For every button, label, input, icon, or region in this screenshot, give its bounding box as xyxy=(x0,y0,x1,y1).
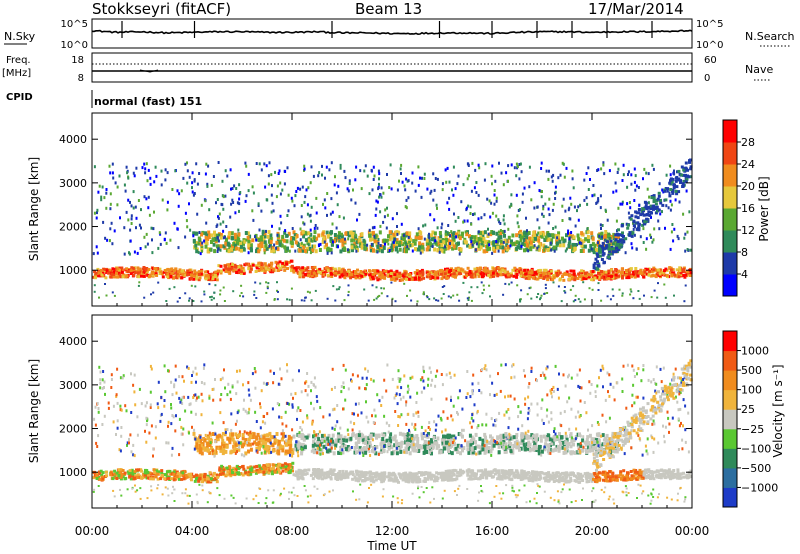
cpid-panel: CPID normal (fast) 151 xyxy=(6,90,202,108)
x-tick-label-1: 04:00 xyxy=(175,524,210,538)
x-tick-label-3: 12:00 xyxy=(375,524,410,538)
freq-tick-top: 18 xyxy=(71,55,84,66)
date-title: 17/Mar/2014 xyxy=(588,0,684,18)
y-tick-label-0: 1000 xyxy=(59,264,87,277)
y-tick-label-3: 4000 xyxy=(59,335,87,348)
x-tick-label-5: 20:00 xyxy=(575,524,610,538)
colorbar-swatch-0 xyxy=(723,274,737,297)
velocity-colorbar: 1000 500 100 25 −25 −100 −500 −1000 xyxy=(722,330,778,508)
colorbar-swatch-5 xyxy=(723,389,737,410)
colorbar-swatch-7 xyxy=(723,350,737,371)
x-tick-label-2: 08:00 xyxy=(275,524,310,538)
freq-panel-frame xyxy=(91,52,693,83)
beam-title: Beam 13 xyxy=(355,0,422,18)
y-tick-label-3: 4000 xyxy=(59,133,87,146)
nave-tick-bottom: 0 xyxy=(704,73,710,84)
nsearch-tick-bottom: 10^0 xyxy=(696,40,723,51)
time-axis: 00:00 04:00 08:00 12:00 16:00 20:00 00:00 xyxy=(75,113,710,538)
velocity-panel: 1000 2000 3000 4000 Slant Range [km] 1000 50… xyxy=(27,314,785,509)
frequency-panel: Freq. [MHz] 18 8 60 0 Nave xyxy=(2,52,773,84)
colorbar-swatch-6 xyxy=(723,142,737,165)
nsky-line xyxy=(91,29,693,36)
colorbar-tick-3: 25 xyxy=(741,403,755,416)
colorbar-swatch-3 xyxy=(723,208,737,231)
velocity-colorbar-label: Velocity [m s⁻¹] xyxy=(771,364,785,457)
colorbar-swatch-4 xyxy=(723,186,737,209)
x-tick-label-0: 00:00 xyxy=(75,524,110,538)
colorbar-swatch-5 xyxy=(723,164,737,187)
y-tick-label-1: 2000 xyxy=(59,221,87,234)
nsky-label: N.Sky xyxy=(4,30,36,43)
colorbar-tick-2: 12 xyxy=(741,224,755,237)
power-panel: 1000 2000 3000 4000 Slant Range [km] 4 8 12 16… xyxy=(27,112,771,307)
power-colorbar: 4 8 12 16 20 24 28 xyxy=(722,119,755,297)
y-tick-label-1: 2000 xyxy=(59,423,87,436)
noise-panel: N.Sky 10^5 10^0 10^5 10^0 N.Search xyxy=(4,18,795,51)
colorbar-tick-6: 28 xyxy=(741,136,755,149)
velocity-y-axis: 1000 2000 3000 4000 xyxy=(59,335,692,479)
freq-label: Freq. xyxy=(6,55,31,66)
power-heatmap xyxy=(92,158,693,303)
colorbar-swatch-1 xyxy=(723,467,737,488)
colorbar-swatch-2 xyxy=(723,448,737,469)
y-tick-label-2: 3000 xyxy=(59,379,87,392)
time-axis-label: Time UT xyxy=(366,539,417,553)
colorbar-swatch-6 xyxy=(723,370,737,391)
colorbar-tick-4: −25 xyxy=(741,423,764,436)
colorbar-swatch-1 xyxy=(723,252,737,275)
nsearch-tick-top: 10^5 xyxy=(696,19,723,30)
colorbar-tick-5: −100 xyxy=(741,442,771,455)
colorbar-tick-0: 1000 xyxy=(741,345,769,358)
nsky-series xyxy=(91,21,693,38)
colorbar-tick-2: 100 xyxy=(741,384,762,397)
nave-tick-top: 60 xyxy=(704,55,717,66)
freq-unit-label: [MHz] xyxy=(2,68,31,79)
velocity-ylabel: Slant Range [km] xyxy=(27,359,41,463)
power-colorbar-label: Power [dB] xyxy=(757,176,771,241)
colorbar-tick-4: 20 xyxy=(741,180,755,193)
cpid-label: CPID xyxy=(6,92,33,103)
velocity-heatmap xyxy=(92,359,693,505)
x-tick-label-4: 16:00 xyxy=(475,524,510,538)
nave-label: Nave xyxy=(745,63,773,76)
colorbar-tick-1: 8 xyxy=(741,246,748,259)
colorbar-swatch-7 xyxy=(723,120,737,143)
colorbar-swatch-0 xyxy=(723,487,737,508)
nsky-tick-bottom: 10^0 xyxy=(61,40,88,51)
noise-panel-frame xyxy=(91,18,693,49)
colorbar-tick-0: 4 xyxy=(741,268,748,281)
colorbar-swatch-4 xyxy=(723,409,737,430)
power-y-axis: 1000 2000 3000 4000 xyxy=(59,133,692,277)
station-title: Stokkseyri (fitACF) xyxy=(92,0,231,18)
colorbar-swatch-8 xyxy=(723,331,737,352)
colorbar-swatch-2 xyxy=(723,230,737,253)
cpid-text: normal (fast) 151 xyxy=(94,95,202,108)
freq-tick-bottom: 8 xyxy=(78,73,84,84)
colorbar-tick-7: −1000 xyxy=(741,481,778,494)
y-tick-label-0: 1000 xyxy=(59,466,87,479)
x-tick-label-6: 00:00 xyxy=(675,524,710,538)
y-tick-label-2: 3000 xyxy=(59,177,87,190)
colorbar-tick-5: 24 xyxy=(741,158,755,171)
power-ylabel: Slant Range [km] xyxy=(27,157,41,261)
nsearch-label: N.Search xyxy=(745,30,795,43)
colorbar-tick-1: 500 xyxy=(741,364,762,377)
colorbar-swatch-3 xyxy=(723,428,737,449)
colorbar-tick-3: 16 xyxy=(741,202,755,215)
colorbar-tick-6: −500 xyxy=(741,462,771,475)
nsky-tick-top: 10^5 xyxy=(61,19,88,30)
freq-blip xyxy=(139,69,159,73)
